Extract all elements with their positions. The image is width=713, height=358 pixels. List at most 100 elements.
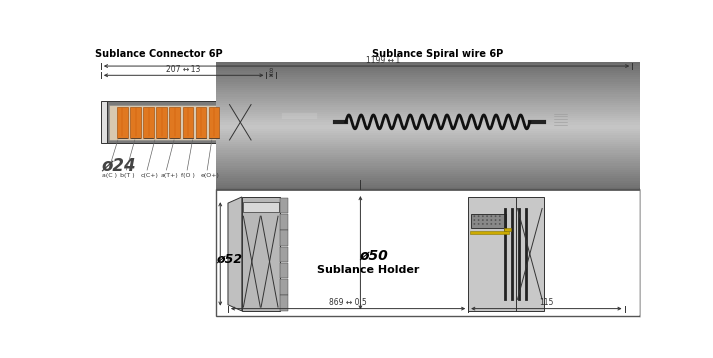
Bar <box>217 86 640 88</box>
Bar <box>217 88 640 90</box>
Bar <box>243 202 279 212</box>
Bar <box>217 94 640 97</box>
Bar <box>217 159 640 161</box>
Bar <box>217 167 640 170</box>
Text: f(O ): f(O ) <box>181 173 195 178</box>
Circle shape <box>473 219 476 221</box>
Bar <box>468 197 544 311</box>
Bar <box>217 75 640 77</box>
Circle shape <box>478 215 480 217</box>
Bar <box>217 96 640 99</box>
Bar <box>470 231 509 234</box>
Bar <box>156 107 167 138</box>
Text: b(T ): b(T ) <box>120 173 135 178</box>
Bar <box>217 118 640 120</box>
Bar <box>217 103 640 105</box>
Text: Sublance Connector 6P: Sublance Connector 6P <box>95 49 222 59</box>
Circle shape <box>499 219 501 221</box>
Bar <box>217 161 640 163</box>
Bar <box>108 105 228 140</box>
Bar <box>217 66 640 69</box>
Bar <box>217 156 640 159</box>
Bar <box>217 109 640 112</box>
Bar <box>217 122 640 125</box>
Bar <box>280 230 288 246</box>
Bar <box>217 101 640 103</box>
Bar <box>217 73 640 75</box>
Bar <box>275 106 280 139</box>
Circle shape <box>495 223 496 225</box>
Circle shape <box>491 215 492 217</box>
Text: 115: 115 <box>539 298 553 307</box>
Bar <box>217 77 640 79</box>
Bar <box>217 129 640 131</box>
Bar <box>217 189 640 192</box>
Bar <box>195 107 206 138</box>
Bar <box>217 135 640 137</box>
Bar <box>170 107 180 138</box>
Circle shape <box>482 215 483 217</box>
Bar <box>282 111 317 134</box>
Bar <box>327 116 335 129</box>
Circle shape <box>499 223 501 225</box>
Text: 1199 ↔ 1: 1199 ↔ 1 <box>366 55 401 64</box>
Bar <box>217 124 640 127</box>
Bar <box>280 263 288 279</box>
Circle shape <box>482 223 483 225</box>
Bar <box>217 133 640 135</box>
Bar <box>280 279 288 295</box>
Bar <box>217 150 640 153</box>
Bar <box>217 183 640 185</box>
Bar <box>143 107 154 138</box>
Text: e(O+): e(O+) <box>201 173 220 178</box>
Bar <box>217 148 640 150</box>
Bar <box>217 79 640 82</box>
Bar <box>317 124 327 125</box>
Circle shape <box>491 219 492 221</box>
Bar <box>217 126 640 129</box>
Bar <box>280 214 288 229</box>
Circle shape <box>499 215 501 217</box>
Circle shape <box>486 215 488 217</box>
Bar <box>553 114 568 131</box>
Bar <box>217 180 640 183</box>
Bar <box>217 139 640 142</box>
Bar <box>130 107 141 138</box>
Bar <box>217 111 640 114</box>
Text: ø50: ø50 <box>359 248 388 262</box>
Bar <box>217 68 640 71</box>
Bar <box>217 120 640 122</box>
Bar <box>101 101 107 143</box>
Bar <box>267 111 272 134</box>
Bar <box>217 163 640 165</box>
Text: ø24: ø24 <box>101 156 135 174</box>
Bar <box>217 116 640 118</box>
Bar <box>217 141 640 144</box>
Bar <box>217 98 640 101</box>
Bar <box>217 171 640 174</box>
Bar <box>504 228 511 231</box>
Bar <box>544 117 553 128</box>
Circle shape <box>473 215 476 217</box>
Circle shape <box>486 223 488 225</box>
Bar <box>117 107 128 138</box>
Bar <box>317 120 327 121</box>
Bar <box>217 187 640 189</box>
Bar <box>230 105 251 140</box>
Bar <box>209 107 220 138</box>
Text: a(T+): a(T+) <box>160 173 178 178</box>
Bar <box>217 113 640 116</box>
Bar <box>217 131 640 133</box>
Bar <box>217 83 640 86</box>
Bar <box>217 154 640 157</box>
Bar <box>317 128 327 129</box>
Bar <box>272 105 282 140</box>
Circle shape <box>495 219 496 221</box>
Text: 207 ↔ 13: 207 ↔ 13 <box>166 65 200 74</box>
Bar <box>217 169 640 172</box>
Bar <box>217 71 640 73</box>
Bar <box>217 105 640 107</box>
Polygon shape <box>228 197 242 311</box>
Bar <box>317 116 327 118</box>
Text: a(C ): a(C ) <box>103 173 118 178</box>
